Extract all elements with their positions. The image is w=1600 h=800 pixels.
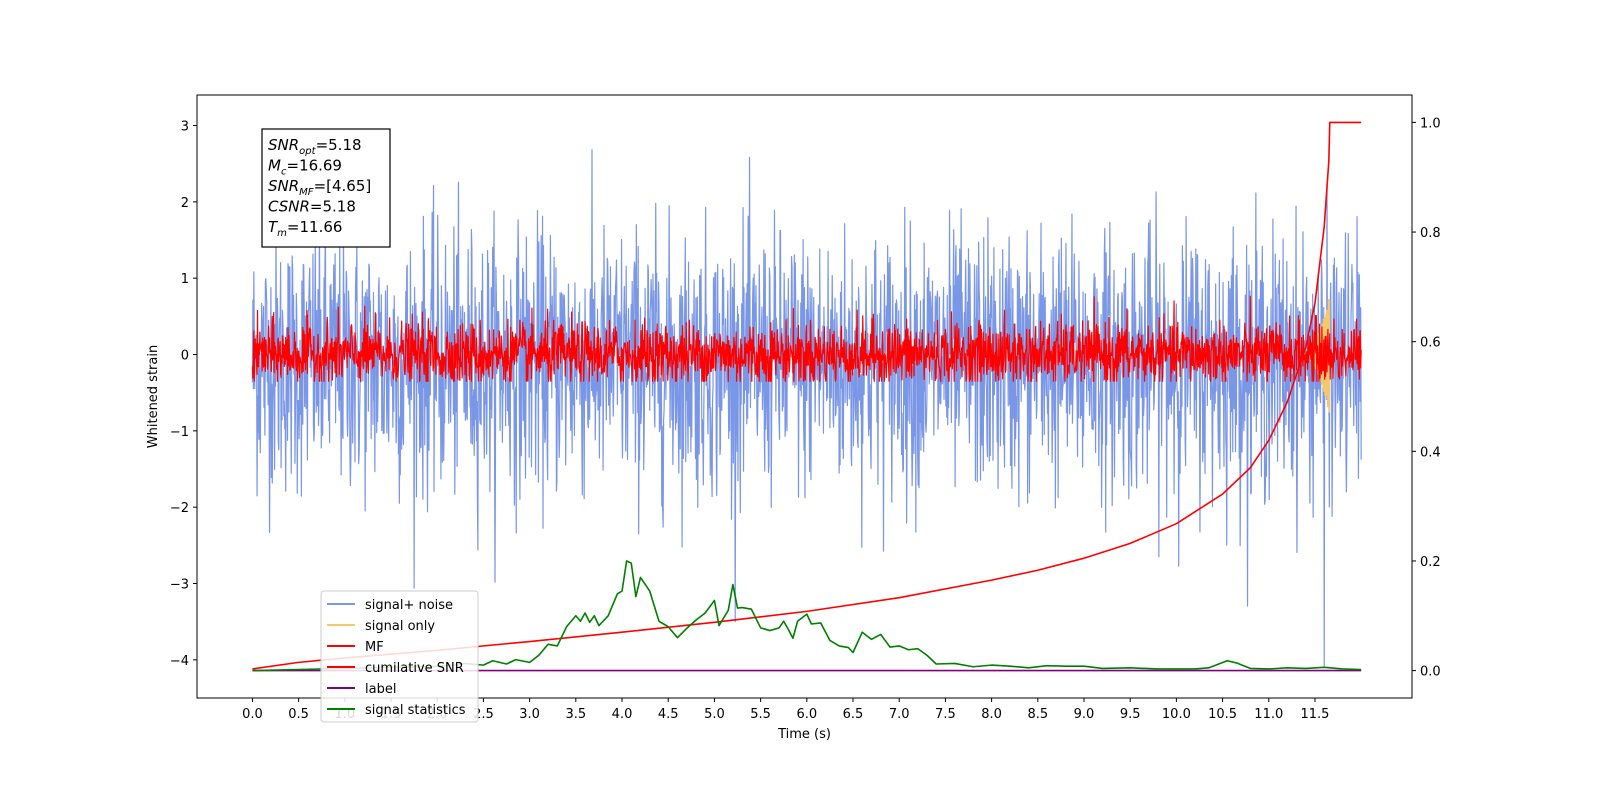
x-tick-label: 8.5 — [1027, 707, 1048, 722]
x-tick-label: 4.0 — [612, 707, 633, 722]
x-tick-label: 10.5 — [1208, 707, 1237, 722]
y-right-tick-label: 0.4 — [1420, 445, 1441, 460]
legend: signal+ noise signal only MF cumilative SNR… — [320, 590, 479, 723]
y-right-tick-label: 0.8 — [1420, 226, 1441, 241]
y-right-tick-label: 1.0 — [1420, 116, 1441, 131]
x-tick-label: 11.0 — [1254, 707, 1283, 722]
x-tick-label: 7.0 — [889, 707, 910, 722]
x-tick-label: 9.0 — [1074, 707, 1095, 722]
x-tick-label: 0.5 — [288, 707, 309, 722]
y-right-tick-label: 0.2 — [1420, 555, 1441, 570]
x-tick-label: 6.0 — [796, 707, 817, 722]
y-right-tick-label: 0.0 — [1420, 665, 1441, 680]
info-line: Tm=11.66 — [268, 218, 342, 239]
y-left-tick-label: −4 — [170, 654, 189, 669]
legend-frame — [320, 590, 479, 723]
info-line: SNRMF=[4.65] — [268, 177, 371, 198]
y-left-tick-label: −1 — [170, 425, 189, 440]
y-right-tick-label: 0.6 — [1420, 336, 1441, 351]
y-axis-label: Whitened strain — [146, 345, 161, 448]
x-tick-label: 10.0 — [1162, 707, 1191, 722]
y-left-tick-label: −2 — [170, 501, 189, 516]
legend-label-signal-noise: signal+ noise — [365, 598, 453, 613]
series-layer — [251, 121, 1362, 672]
series-line-signal-statistics — [252, 560, 1362, 672]
y-left-tick-label: 1 — [181, 272, 189, 287]
info-box-frame — [261, 128, 391, 248]
legend-label-cumilative-snr: cumilative SNR — [365, 661, 464, 676]
x-tick-label: 6.5 — [843, 707, 864, 722]
y-left-tick-label: 0 — [181, 349, 189, 364]
x-tick-label: 8.0 — [981, 707, 1002, 722]
x-tick-label: 9.5 — [1120, 707, 1141, 722]
y-left-tick-label: 3 — [181, 120, 189, 135]
info-line: SNRopt=5.18 — [268, 136, 362, 157]
x-tick-label: 5.0 — [704, 707, 725, 722]
series-line-cumilative-snr — [252, 121, 1362, 670]
info-box: SNRopt=5.18Mc=16.69SNRMF=[4.65]CSNR=5.18… — [261, 128, 391, 248]
x-axis-label: Time (s) — [777, 727, 831, 742]
x-tick-label: 5.5 — [750, 707, 771, 722]
legend-label-signal-only: signal only — [365, 619, 435, 634]
y-left-tick-label: 2 — [181, 196, 189, 211]
series-line-signal-noise — [251, 149, 1362, 669]
x-tick-label: 4.5 — [658, 707, 679, 722]
x-tick-label: 3.0 — [519, 707, 540, 722]
info-line: CSNR=5.18 — [268, 198, 356, 216]
legend-label-mf: MF — [365, 640, 384, 655]
legend-label-signal-statistics: signal statistics — [365, 703, 466, 718]
x-tick-label: 0.0 — [242, 707, 263, 722]
legend-label-label: label — [365, 682, 396, 697]
x-tick-label: 3.5 — [565, 707, 586, 722]
x-tick-label: 11.5 — [1301, 707, 1330, 722]
info-line: Mc=16.69 — [268, 157, 342, 178]
y-left-tick-label: −3 — [170, 578, 189, 593]
series-line-mf — [251, 295, 1362, 382]
plot-frame — [196, 94, 1413, 699]
x-tick-label: 7.5 — [935, 707, 956, 722]
